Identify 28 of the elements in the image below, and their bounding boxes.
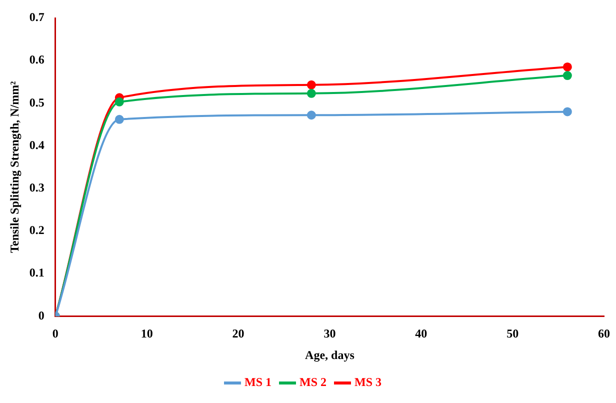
point bbox=[306, 80, 316, 90]
x-tick-label: 60 bbox=[598, 326, 610, 340]
legend-label: MS 1 bbox=[244, 375, 272, 390]
y-tick-label: 0.1 bbox=[29, 266, 44, 280]
x-tick-label: 30 bbox=[324, 326, 336, 340]
y-tick-label: 0.7 bbox=[29, 10, 44, 24]
y-tick-label: 0.4 bbox=[29, 138, 44, 152]
legend-label: MS 3 bbox=[354, 375, 382, 390]
legend-label: MS 2 bbox=[300, 375, 326, 390]
y-tick-label: 0.2 bbox=[29, 223, 44, 238]
y-tick-label: 0.5 bbox=[29, 95, 44, 110]
point bbox=[562, 71, 572, 80]
point bbox=[114, 97, 124, 106]
y-axis-title: Tensile Splitting Strength, N/mm² bbox=[7, 80, 22, 253]
x-tick-label: 50 bbox=[506, 326, 519, 340]
y-tick-label: 0 bbox=[38, 308, 44, 322]
x-tick-label: 10 bbox=[140, 326, 153, 340]
point bbox=[306, 110, 316, 120]
x-tick-label: 20 bbox=[232, 326, 244, 340]
point bbox=[562, 107, 572, 116]
y-tick-label: 0.3 bbox=[29, 180, 44, 194]
x-axis-title: Age, days bbox=[305, 348, 355, 362]
x-tick-label: 0 bbox=[52, 326, 58, 340]
point bbox=[306, 88, 316, 98]
x-tick-label: 40 bbox=[415, 326, 428, 340]
y-tick-label: 0.6 bbox=[29, 52, 44, 67]
point bbox=[562, 62, 572, 72]
point bbox=[114, 114, 124, 124]
